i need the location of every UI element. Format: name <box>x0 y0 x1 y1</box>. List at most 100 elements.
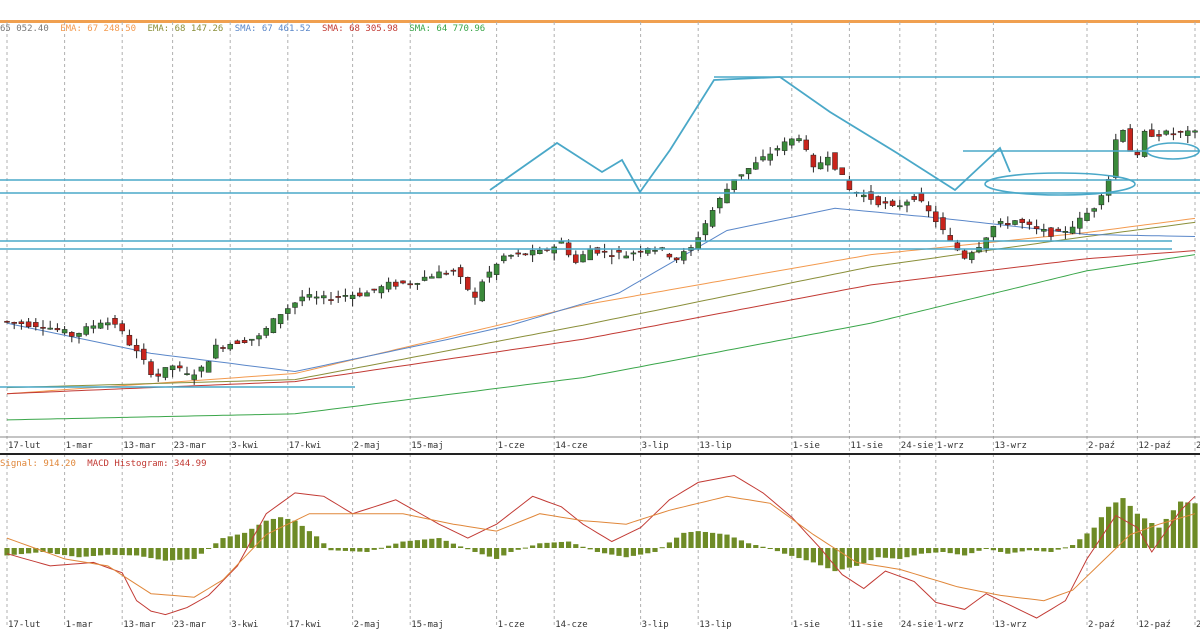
candle-up <box>479 279 485 303</box>
histogram-bar <box>522 547 528 549</box>
candle-body <box>803 139 809 150</box>
histogram-bar <box>1055 548 1061 550</box>
candle-up <box>1120 129 1126 143</box>
candle-down <box>141 343 147 365</box>
candle-body <box>760 156 766 161</box>
candle-down <box>522 253 529 256</box>
legend-macd-histogram: MACD Histogram: 344.99 <box>87 459 207 469</box>
candle-down <box>803 135 809 152</box>
histogram-bar <box>825 548 831 569</box>
histogram-bar <box>54 548 60 555</box>
histogram-bar <box>465 548 471 550</box>
histogram-bar <box>702 531 708 548</box>
candle-up <box>205 360 212 373</box>
histogram-bar <box>918 548 924 554</box>
histogram-bar <box>1070 545 1076 548</box>
histogram-bar <box>141 548 147 557</box>
candle-body <box>292 302 298 308</box>
histogram-bar <box>602 548 608 554</box>
histogram-bar <box>717 533 723 548</box>
histogram-bar <box>306 531 312 548</box>
histogram-bar <box>292 520 298 548</box>
candle-body <box>155 373 161 377</box>
candle-body <box>551 246 557 254</box>
candle-body <box>825 156 831 166</box>
histogram-bar <box>213 543 219 548</box>
panel-frame <box>0 436 1200 455</box>
candle-body <box>148 361 154 375</box>
candle-body <box>450 269 457 272</box>
histogram-bar <box>1048 548 1054 552</box>
histogram-bar <box>983 548 989 549</box>
candle-body <box>573 254 579 263</box>
candle-body <box>83 326 89 335</box>
candle-down <box>875 195 881 208</box>
candle-up <box>630 250 637 261</box>
histogram-bar <box>731 537 737 548</box>
candle-body <box>796 138 802 142</box>
histogram-bar <box>400 541 406 548</box>
x-tick-label: 11-sie <box>850 441 883 451</box>
candle-body <box>839 167 845 175</box>
histogram-bar <box>450 543 456 548</box>
histogram-bar <box>818 548 824 566</box>
candle-down <box>119 320 125 335</box>
x-tick-label: 14-cze <box>555 441 588 451</box>
candle-body <box>421 276 428 281</box>
histogram-bar <box>1192 503 1198 548</box>
histogram-bar <box>11 548 17 555</box>
candle-body <box>234 340 241 344</box>
candle-up <box>745 168 752 180</box>
candle-up <box>623 251 629 259</box>
candle-body <box>1098 195 1105 206</box>
histogram-bar <box>407 540 413 548</box>
candle-body <box>1077 217 1083 229</box>
candle-body <box>1069 226 1076 234</box>
candle-up <box>738 174 745 180</box>
candle-body <box>371 288 377 291</box>
candle-up <box>1113 133 1119 181</box>
candle-down <box>472 287 478 305</box>
candle-up <box>493 263 500 281</box>
candle-up <box>486 265 493 283</box>
histogram-bar <box>508 548 514 552</box>
candle-down <box>839 167 845 175</box>
candle-body <box>105 322 111 326</box>
histogram-bar <box>947 548 953 554</box>
candle-down <box>1127 124 1133 152</box>
x-tick-label-macd: 13-wrz <box>994 620 1027 630</box>
candle-body <box>285 308 291 314</box>
candle-body <box>263 327 269 336</box>
candle-body <box>558 241 565 244</box>
histogram-bar <box>839 548 845 570</box>
candle-down <box>868 185 874 205</box>
candle-up <box>1012 219 1018 226</box>
moving-averages <box>6 207 1196 421</box>
candle-up <box>227 342 233 352</box>
histogram-bar <box>782 548 788 554</box>
candle-body <box>69 332 75 337</box>
candle-body <box>249 338 255 341</box>
candle-body <box>40 326 46 329</box>
candle-body <box>846 180 853 190</box>
trend-drawings[interactable] <box>0 76 1200 388</box>
x-tick-label-macd: 1-mar <box>66 620 94 630</box>
histogram-bar <box>69 548 75 557</box>
candle-up <box>681 247 687 265</box>
candle-up <box>997 218 1004 228</box>
histogram-bar <box>1041 548 1047 552</box>
candle-body <box>774 148 781 151</box>
x-tick-label-macd: 11-sie <box>850 620 883 630</box>
candle-body <box>364 292 370 297</box>
candle-down <box>1055 227 1061 232</box>
histogram-bar <box>299 525 305 548</box>
candle-down <box>400 280 406 285</box>
candle-body <box>393 281 399 287</box>
histogram-bar <box>357 548 363 552</box>
candle-body <box>213 344 219 359</box>
histogram-bar <box>969 548 975 554</box>
histogram-bar <box>940 548 946 552</box>
candle-body <box>702 223 709 236</box>
candle-up <box>1185 125 1191 144</box>
